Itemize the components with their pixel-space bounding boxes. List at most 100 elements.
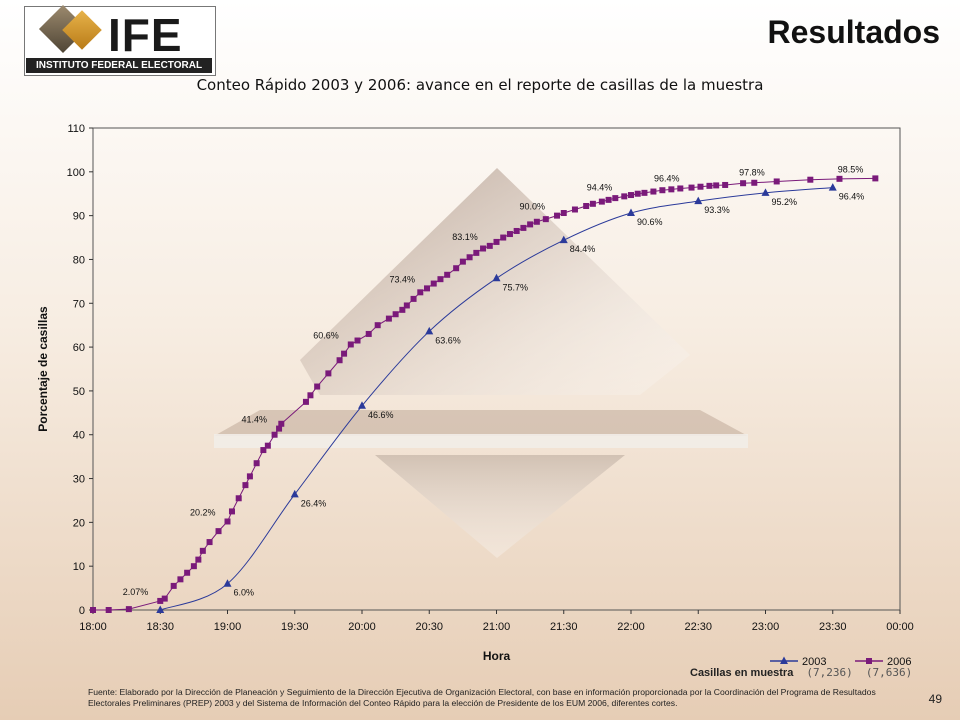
data-point-2006 — [354, 337, 361, 344]
data-point-2006 — [224, 518, 231, 525]
data-point-2006 — [554, 212, 561, 219]
legend-marker-2003 — [780, 656, 788, 664]
data-point-2006 — [307, 392, 314, 399]
data-point-2006 — [493, 238, 500, 245]
legend-label-2003: 2003 — [802, 656, 826, 668]
data-point-2006 — [314, 383, 321, 390]
data-point-2006 — [527, 221, 534, 228]
data-point-2006 — [199, 547, 206, 554]
data-point-2003 — [223, 579, 232, 587]
data-point-2006 — [215, 528, 222, 535]
data-point-2006 — [659, 187, 666, 194]
data-label-2006: 94.4% — [587, 182, 613, 192]
x-tick-label: 22:00 — [617, 621, 645, 633]
x-tick-label: 23:00 — [752, 621, 780, 633]
ife-logo: IFE INSTITUTO FEDERAL ELECTORAL — [24, 4, 216, 76]
data-point-2006 — [242, 482, 249, 489]
y-tick-label: 110 — [67, 123, 85, 135]
data-point-2006 — [437, 276, 444, 283]
x-tick-label: 19:30 — [281, 621, 309, 633]
sample-size-label: Casillas en muestra — [690, 667, 794, 679]
y-tick-label: 80 — [73, 254, 85, 266]
data-point-2006 — [302, 398, 309, 405]
legend-label-2006: 2006 — [887, 656, 911, 668]
data-label-2003: 84.4% — [570, 244, 596, 254]
data-point-2006 — [506, 231, 513, 238]
data-point-2006 — [325, 370, 332, 377]
data-point-2006 — [807, 176, 814, 183]
data-label-2003: 6.0% — [234, 588, 255, 598]
data-point-2006 — [706, 182, 713, 189]
data-point-2006 — [466, 254, 473, 261]
sample-size-2003: (7,236) — [806, 666, 853, 679]
data-point-2006 — [336, 357, 343, 364]
y-tick-label: 90 — [73, 211, 85, 223]
data-point-2006 — [836, 175, 843, 182]
data-point-2003 — [694, 196, 703, 205]
y-tick-label: 20 — [73, 517, 85, 529]
data-point-2006 — [184, 569, 191, 576]
data-point-2006 — [500, 234, 507, 241]
data-label-2003: 96.4% — [839, 192, 865, 202]
y-tick-label: 30 — [73, 474, 85, 486]
y-tick-label: 50 — [73, 386, 85, 398]
data-point-2006 — [430, 280, 437, 287]
logo-text: IFE — [108, 9, 183, 61]
data-point-2006 — [157, 597, 164, 604]
data-label-2003: 95.2% — [772, 197, 798, 207]
data-label-2006: 73.4% — [389, 274, 415, 284]
data-point-2006 — [480, 245, 487, 252]
data-point-2006 — [713, 182, 720, 189]
data-point-2003 — [627, 208, 635, 217]
data-label-2006: 60.6% — [313, 330, 339, 340]
data-label-2003: 90.6% — [637, 217, 663, 227]
chart-legend: 2003 2006 — [770, 656, 911, 668]
data-point-2006 — [473, 249, 480, 256]
x-tick-label: 18:30 — [146, 621, 174, 633]
data-point-2006 — [634, 190, 641, 197]
y-tick-label: 0 — [79, 605, 85, 617]
data-point-2006 — [190, 563, 197, 570]
data-point-2006 — [628, 192, 634, 199]
x-tick-label: 00:00 — [886, 621, 914, 633]
data-point-2006 — [228, 508, 235, 515]
data-label-2006: 90.0% — [519, 202, 545, 212]
data-label-2006: 98.5% — [838, 164, 864, 174]
data-point-2006 — [612, 195, 619, 202]
data-point-2006 — [90, 607, 96, 613]
x-tick-label: 22:30 — [684, 621, 712, 633]
data-point-2006 — [621, 193, 628, 200]
data-point-2006 — [520, 224, 527, 231]
y-tick-label: 60 — [73, 342, 85, 354]
data-point-2006 — [650, 188, 657, 195]
data-point-2006 — [571, 206, 578, 213]
data-point-2006 — [105, 607, 112, 613]
data-point-2006 — [195, 556, 202, 563]
data-point-2006 — [161, 595, 168, 602]
page-number: 49 — [928, 692, 942, 706]
x-tick-label: 23:30 — [819, 621, 847, 633]
x-tick-label: 21:30 — [550, 621, 578, 633]
data-point-2006 — [365, 330, 372, 337]
source-note: Fuente: Elaborado por la Dirección de Pl… — [88, 687, 876, 708]
data-point-2006 — [453, 265, 460, 272]
data-point-2003 — [559, 235, 568, 244]
x-axis-label: Hora — [483, 649, 511, 663]
data-label-2006: 96.4% — [654, 174, 680, 184]
data-point-2006 — [872, 175, 879, 182]
data-point-2006 — [641, 189, 648, 196]
data-point-2006 — [206, 539, 213, 546]
data-point-2006 — [444, 271, 451, 278]
y-tick-label: 100 — [67, 167, 85, 179]
data-point-2006 — [264, 442, 271, 449]
data-point-2006 — [424, 285, 431, 292]
data-point-2006 — [668, 186, 675, 193]
data-point-2006 — [260, 447, 267, 454]
data-point-2006 — [374, 322, 381, 329]
data-label-2003: 75.7% — [503, 282, 529, 292]
legend-marker-2006 — [866, 658, 872, 664]
data-point-2006 — [697, 183, 704, 190]
chart-title: Conteo Rápido 2003 y 2006: avance en el … — [196, 76, 764, 94]
sample-size-row: Casillas en muestra (7,236) (7,636) — [690, 666, 912, 679]
